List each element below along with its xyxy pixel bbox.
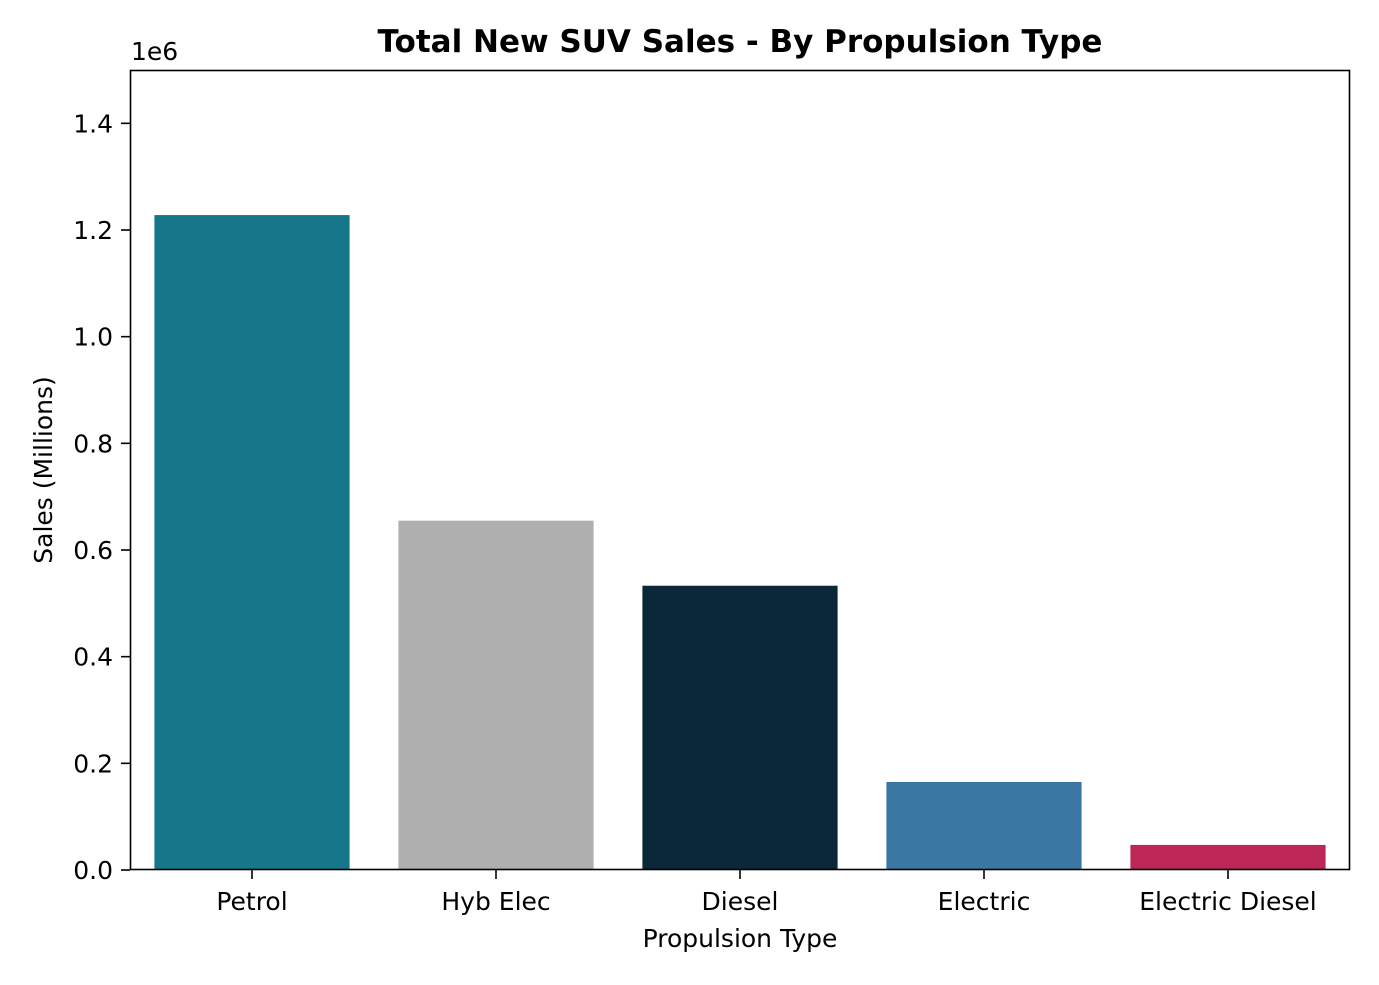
y-tick-label: 0.8 (73, 429, 113, 458)
bar-diesel (642, 585, 838, 870)
bars-group (154, 215, 1326, 871)
y-tick-label: 0.6 (73, 536, 113, 565)
y-tick-label: 0.2 (73, 749, 113, 778)
y-tick-label: 1.2 (73, 216, 113, 245)
chart-title: Total New SUV Sales - By Propulsion Type (378, 24, 1103, 60)
x-axis-label: Propulsion Type (643, 924, 838, 953)
x-axis: Petrol Hyb Elec Diesel Electric Electric Die… (216, 870, 1317, 916)
bar-electric (886, 782, 1082, 870)
y-tick-label: 1.0 (73, 323, 113, 352)
plot-frame (129, 69, 1351, 871)
x-tick-label: Hyb Elec (441, 887, 550, 916)
x-tick-label: Petrol (216, 887, 287, 916)
x-tick-label: Electric (938, 887, 1031, 916)
y-tick-label: 0.4 (73, 643, 113, 672)
bar-electric-diesel (1130, 844, 1326, 870)
x-tick-label: Electric Diesel (1139, 887, 1317, 916)
x-tick-label: Diesel (702, 887, 779, 916)
bar-hyb-elec (398, 520, 594, 870)
y-tick-label: 1.4 (73, 109, 113, 138)
y-axis-offset-label: 1e6 (131, 37, 178, 66)
y-axis: 0.0 0.2 0.4 0.6 0.8 1.0 1.2 1.4 (73, 109, 130, 885)
bar-petrol (154, 215, 350, 871)
y-tick-label: 0.0 (73, 856, 113, 885)
y-axis-label: Sales (Millions) (29, 376, 58, 564)
